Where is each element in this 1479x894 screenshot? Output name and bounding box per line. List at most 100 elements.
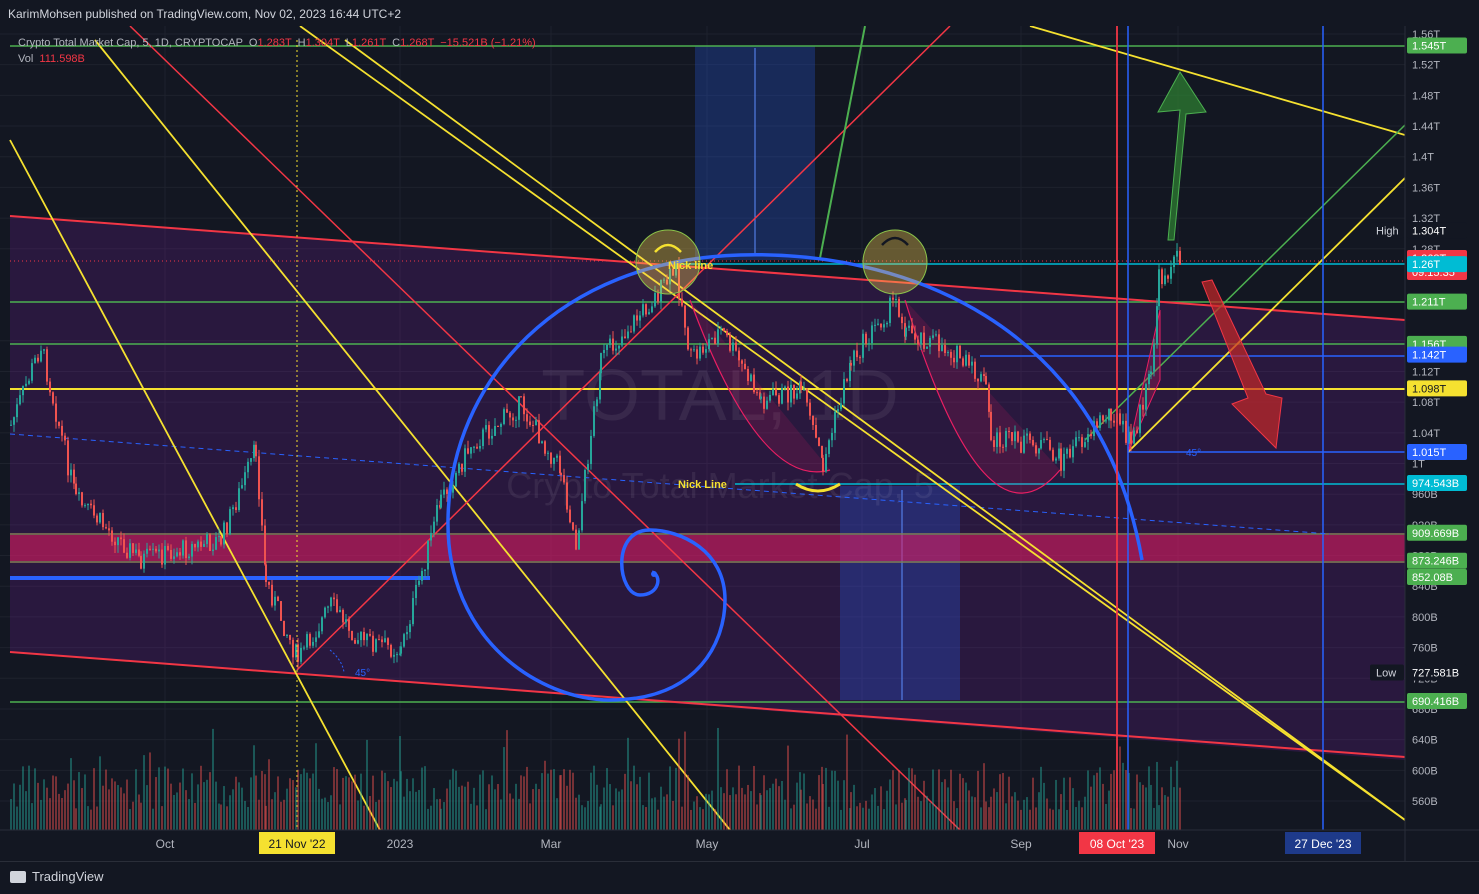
candle-body [1164, 275, 1166, 285]
volume-bar [627, 737, 629, 830]
candle-body [803, 389, 805, 391]
volume-bar [99, 756, 101, 830]
candle-body [46, 349, 48, 382]
candle-body [1005, 431, 1007, 448]
volume-bar [1017, 800, 1019, 830]
candle-body [75, 483, 77, 495]
volume-bar [553, 769, 555, 830]
symbol-title[interactable]: Crypto Total Market Cap, 5, 1D, CRYPTOCA… [18, 37, 243, 49]
volume-bar [947, 787, 949, 830]
volume-bar [1049, 808, 1051, 830]
volume-bar [277, 776, 279, 830]
volume-bar [188, 799, 190, 830]
candle-body [28, 380, 30, 384]
candle-body [277, 596, 279, 602]
volume-bar [609, 784, 611, 830]
volume-bar [660, 786, 662, 830]
candle-body [105, 527, 107, 529]
candle-body [660, 279, 662, 302]
price-tick-label: 1T [1412, 459, 1425, 471]
candle-body [55, 403, 57, 422]
volume-bar [494, 789, 496, 830]
header-bar: KarimMohsen published on TradingView.com… [0, 0, 1479, 26]
price-badge-bg [1407, 380, 1467, 397]
volume-bar [108, 789, 110, 830]
volume-bar [753, 765, 755, 830]
volume-bar [455, 770, 457, 830]
volume-bar [1081, 807, 1083, 830]
candle-body [485, 425, 487, 430]
volume-bar [439, 798, 441, 830]
candle-body [427, 540, 429, 570]
volume-bar [170, 783, 172, 830]
candle-body [443, 489, 445, 495]
volume-bar [803, 773, 805, 830]
candle-body [600, 353, 602, 374]
volume-bar [265, 805, 267, 830]
volume-bar [19, 784, 21, 830]
candle-body [971, 361, 973, 366]
open-value: 1.283T [257, 37, 292, 49]
volume-bar [1093, 775, 1095, 830]
volume-bars [10, 727, 1181, 830]
candle-body [387, 638, 389, 645]
volume-bar [226, 806, 228, 830]
candle-body [295, 644, 297, 658]
candle-body [853, 350, 855, 366]
candle-body [859, 357, 861, 359]
volume-bar [953, 801, 955, 830]
price-badge-bg [1407, 568, 1467, 585]
candle-body [775, 389, 777, 396]
candle-body [461, 463, 463, 472]
candle-body [996, 432, 998, 447]
candle-body [452, 486, 454, 493]
candle-body [1128, 431, 1130, 443]
candle-body [917, 339, 919, 345]
chart-canvas[interactable]: TOTAL, 1D Crypto Total Market Cap, 5 [0, 26, 1479, 861]
volume-bar [821, 766, 823, 830]
volume-bar [675, 767, 677, 830]
volume-bar [309, 778, 311, 830]
volume-bar [1060, 794, 1062, 830]
candle-body [1145, 384, 1147, 410]
volume-bar [917, 796, 919, 830]
candle-body [711, 337, 713, 340]
candle-body [1179, 250, 1181, 265]
candle-body [1049, 439, 1051, 450]
volume-bar [179, 782, 181, 830]
volume-bar [793, 804, 795, 830]
volume-bar [956, 808, 958, 830]
volume-bar [1014, 792, 1016, 830]
candle-body [787, 386, 789, 403]
volume-bar [255, 775, 257, 830]
volume-bar [164, 766, 166, 830]
candle-body [381, 639, 383, 643]
volume-bar [880, 786, 882, 830]
volume-bar [1078, 800, 1080, 830]
candle-body [657, 293, 659, 302]
volume-bar [747, 784, 749, 830]
candle-body [292, 639, 294, 658]
volume-bar [375, 801, 377, 830]
candle-body [64, 435, 66, 441]
volume-bar [985, 801, 987, 830]
volume-bar [1075, 807, 1077, 830]
volume-bar [572, 772, 574, 830]
volume-bar [784, 799, 786, 830]
price-badge-label: 1.142T [1412, 350, 1447, 362]
volume-bar [547, 773, 549, 830]
candle-body [1040, 439, 1042, 449]
candle-body [968, 354, 970, 366]
candle-body [43, 349, 45, 351]
tradingview-logo[interactable]: TradingView [10, 869, 104, 884]
candle-body [226, 522, 228, 535]
candle-body [476, 446, 478, 449]
volume-bar [509, 793, 511, 830]
time-tick-label: Jul [854, 837, 869, 851]
volume-bar [669, 766, 671, 830]
volume-bar [877, 805, 879, 830]
candle-body [871, 325, 873, 344]
candle-body [911, 325, 913, 334]
volume-bar [485, 809, 487, 830]
volume-bar [606, 768, 608, 830]
